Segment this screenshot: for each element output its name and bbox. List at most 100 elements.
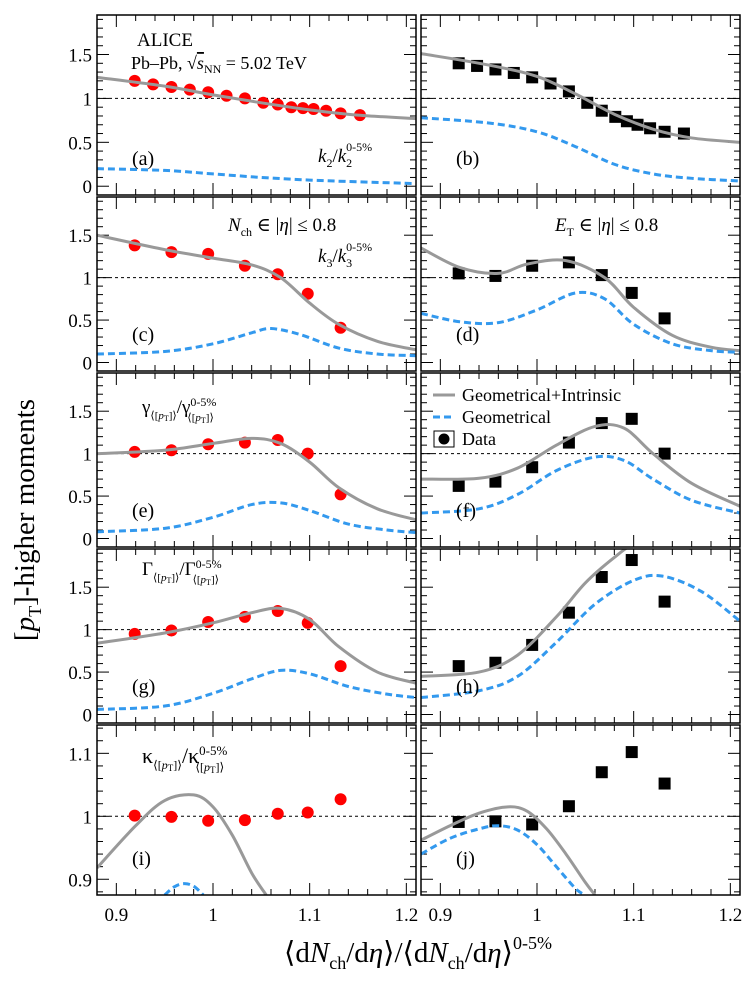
legend-label-geom-intrinsic: Geometrical+Intrinsic [462,385,621,405]
data-point [334,660,347,673]
panel-frame [96,724,417,896]
x-tick-label: 1.2 [394,905,418,926]
data-point [271,807,284,820]
x-tick-label: 0.9 [104,905,128,926]
geometrical-curve [421,573,740,700]
y-tick-label: 1 [83,445,93,466]
y-tick-label: 1 [83,269,93,290]
y-tick-label: 1.1 [68,744,92,765]
legend-label-data: Data [462,429,496,449]
data-point [562,800,575,813]
y-tick-label: 0.9 [68,870,92,891]
data-point [301,287,314,300]
system-label: Pb–Pb, √sNN = 5.02 TeV [131,53,307,76]
geometrical-curve [97,167,416,186]
x-tick-label: 1 [532,905,542,926]
geometrical-curve [97,500,416,535]
geom-intrinsic-curve [421,423,740,508]
k2-label: k2/k20-5% [318,140,372,170]
geometrical-curve [97,668,416,711]
series-group [421,52,740,183]
geom-intrinsic-curve [97,606,416,685]
data-point [625,412,638,425]
panel-a: 0 0.5 1 1.5 (a) [68,14,417,198]
data-point [238,814,251,827]
y-tick-label: 0.5 [68,311,92,332]
panel-frame [96,14,417,196]
legend-box-data [433,430,455,448]
x-tick-label: 1.2 [718,905,742,926]
data-point [165,810,178,823]
panel-c: 0 0.5 1 1.5 (c) [68,196,417,375]
data-point [625,286,638,299]
series-group [97,434,416,535]
geometrical-curve [421,454,740,515]
Gamma-label: Γ⟨[pT]⟩/Γ0-5% ⟨[pT]⟩ [142,557,222,587]
geom-intrinsic-curve [97,436,416,522]
y-tick-label: 0.5 [68,133,92,154]
geom-intrinsic-curve [97,233,416,352]
panels: 0 0.5 1 1.5 (a) (b) 0 0.5 1 1.5 (c) (d) 0 0.5 1 1.5 (e) (… [68,14,742,926]
data-point [452,660,465,673]
panel-frame [96,548,417,724]
experiment-label: ALICE [137,30,193,51]
nch-header: Nch ∈ |η| ≤ 0.8 [227,215,336,239]
k3-label: k3/k30-5% [318,240,372,270]
data-point [595,766,608,779]
gamma-label: γ⟨[pT]⟩/γ0-5% ⟨[pT]⟩ [141,395,216,425]
y-tick-label: 1.5 [68,402,92,423]
panel-frame [420,548,741,724]
y-tick-label: 0 [83,530,93,551]
panel-label: (i) [132,848,151,870]
y-tick-label: 1.5 [68,578,92,599]
y-tick-label: 1 [83,621,93,642]
panel-label: (e) [132,500,154,522]
panel-label: (c) [132,324,154,346]
panel-label: (a) [132,148,154,170]
data-point [658,777,671,790]
geom-intrinsic-curve [421,52,740,144]
geometrical-curve [421,290,740,354]
data-point [452,267,465,280]
x-tick-label: 1.1 [298,905,322,926]
data-point [625,746,638,759]
data-point [595,571,608,584]
x-axis-label: ⟨dNch/dη⟩/⟨dNch/dη⟩0-5% [284,933,552,973]
geom-intrinsic-curve [421,549,692,678]
legend-label-geometrical: Geometrical [462,407,551,427]
series-group [421,549,740,700]
y-tick-label: 0 [83,354,93,375]
y-tick-label: 0.5 [68,663,92,684]
legend: Geometrical+Intrinsic Geometrical Data [433,385,621,449]
panel-e: 0 0.5 1 1.5 (e) [68,372,417,551]
data-point [489,475,502,488]
kappa-label: κ⟨[pT]⟩/κ0-5% ⟨[pT]⟩ [142,743,228,775]
data-point [526,638,539,651]
data-point [452,479,465,492]
series-group [421,246,740,354]
y-tick-label: 1.5 [68,46,92,67]
panel-h: (h) [420,548,741,724]
data-point [658,312,671,325]
data-point [625,554,638,567]
data-point [658,447,671,460]
data-point [562,606,575,619]
geom-intrinsic-curve [97,793,268,895]
panel-i: 0.9 1 1.1 0.9 1 1.1 1.2 (i) [68,724,418,926]
y-tick-label: 1 [83,807,93,828]
geometrical-curve [421,824,587,895]
series-group [421,746,671,895]
panel-b: (b) [420,14,741,196]
x-tick-label: 1 [208,905,218,926]
data-point [526,461,539,474]
panel-label: (h) [456,676,479,698]
data-point [452,57,465,70]
legend-marker-data [438,433,450,445]
series-group [97,233,416,358]
panel-label: (d) [456,324,479,346]
y-axis-label: [pT]-higher moments [9,399,45,641]
x-tick-label: 1.1 [622,905,646,926]
y-tick-label: 1.5 [68,226,92,247]
et-header: ET ∈ |η| ≤ 0.8 [554,215,658,239]
